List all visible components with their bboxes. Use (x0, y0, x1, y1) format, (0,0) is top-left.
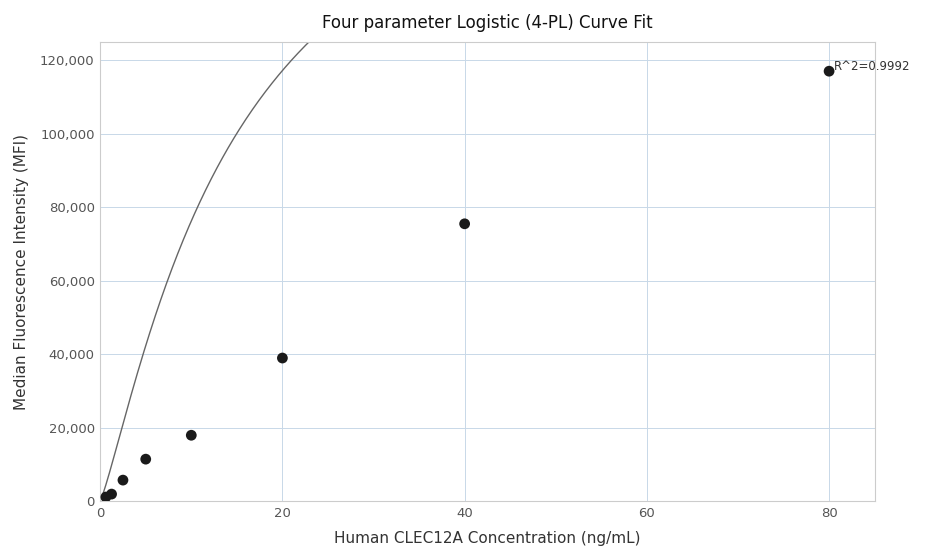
X-axis label: Human CLEC12A Concentration (ng/mL): Human CLEC12A Concentration (ng/mL) (334, 531, 641, 546)
Point (821, 67, 836, 76)
Point (457, 220, 472, 228)
Point (98, 493, 113, 502)
Point (275, 353, 290, 362)
Point (116, 475, 131, 484)
Point (184, 431, 198, 440)
Text: R^2=0.9992: R^2=0.9992 (833, 60, 910, 73)
Y-axis label: Median Fluorescence Intensity (MFI): Median Fluorescence Intensity (MFI) (14, 134, 29, 409)
Title: Four parameter Logistic (4-PL) Curve Fit: Four parameter Logistic (4-PL) Curve Fit (322, 14, 653, 32)
Point (138, 455, 153, 464)
Point (104, 489, 119, 498)
